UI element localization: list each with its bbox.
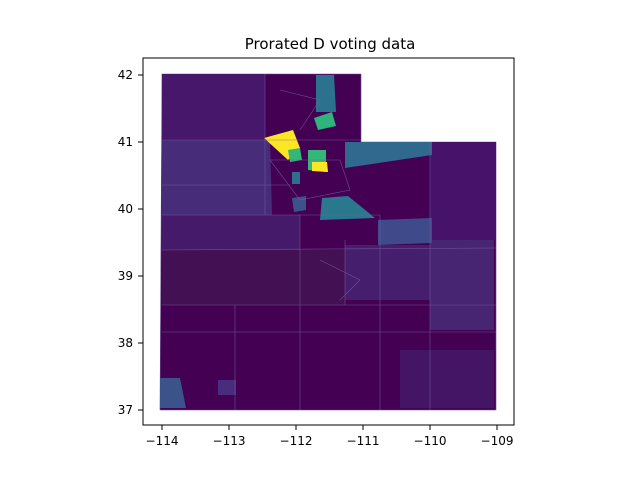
region-salt-lake-yellow — [312, 162, 328, 172]
region-utah-county — [320, 196, 375, 220]
region-san-juan-east — [400, 350, 494, 408]
x-tick-label: −110 — [414, 434, 447, 448]
axes-frame — [142, 57, 515, 426]
chart-title: Prorated D voting data — [245, 35, 416, 53]
region-emery-grand — [430, 240, 494, 330]
boundary-lines — [161, 74, 497, 410]
region-wasatch-patch — [292, 196, 306, 212]
x-tick-label: −111 — [347, 434, 380, 448]
region-northwest-box-elder — [162, 74, 265, 140]
region-weber-green — [314, 112, 336, 130]
x-tick-label: −114 — [146, 434, 179, 448]
x-tick-label: −109 — [481, 434, 514, 448]
x-axis: −114 −113 −112 −111 −110 −109 — [146, 425, 514, 448]
region-juab-area — [162, 215, 300, 250]
region-davis-green — [288, 148, 302, 162]
y-tick-label: 38 — [118, 336, 133, 350]
y-axis: 37 38 39 40 41 42 — [118, 68, 143, 417]
region-daggett-summit — [345, 142, 432, 168]
region-uintah-east — [430, 142, 496, 240]
region-tooele-west — [162, 140, 272, 215]
region-washington-southwest — [160, 378, 186, 408]
y-tick-label: 37 — [118, 403, 133, 417]
y-tick-label: 41 — [118, 135, 133, 149]
region-tooele-patch — [292, 172, 300, 184]
region-iron-small — [218, 380, 236, 395]
x-tick-label: −112 — [280, 434, 313, 448]
region-sevier-area — [345, 245, 430, 300]
region-cache-teal — [316, 75, 336, 112]
y-tick-label: 42 — [118, 68, 133, 82]
x-tick-label: −113 — [213, 434, 246, 448]
y-tick-label: 39 — [118, 269, 133, 283]
region-carbon-duchesne — [378, 218, 432, 245]
region-millard-central — [162, 250, 345, 305]
y-tick-label: 40 — [118, 202, 133, 216]
